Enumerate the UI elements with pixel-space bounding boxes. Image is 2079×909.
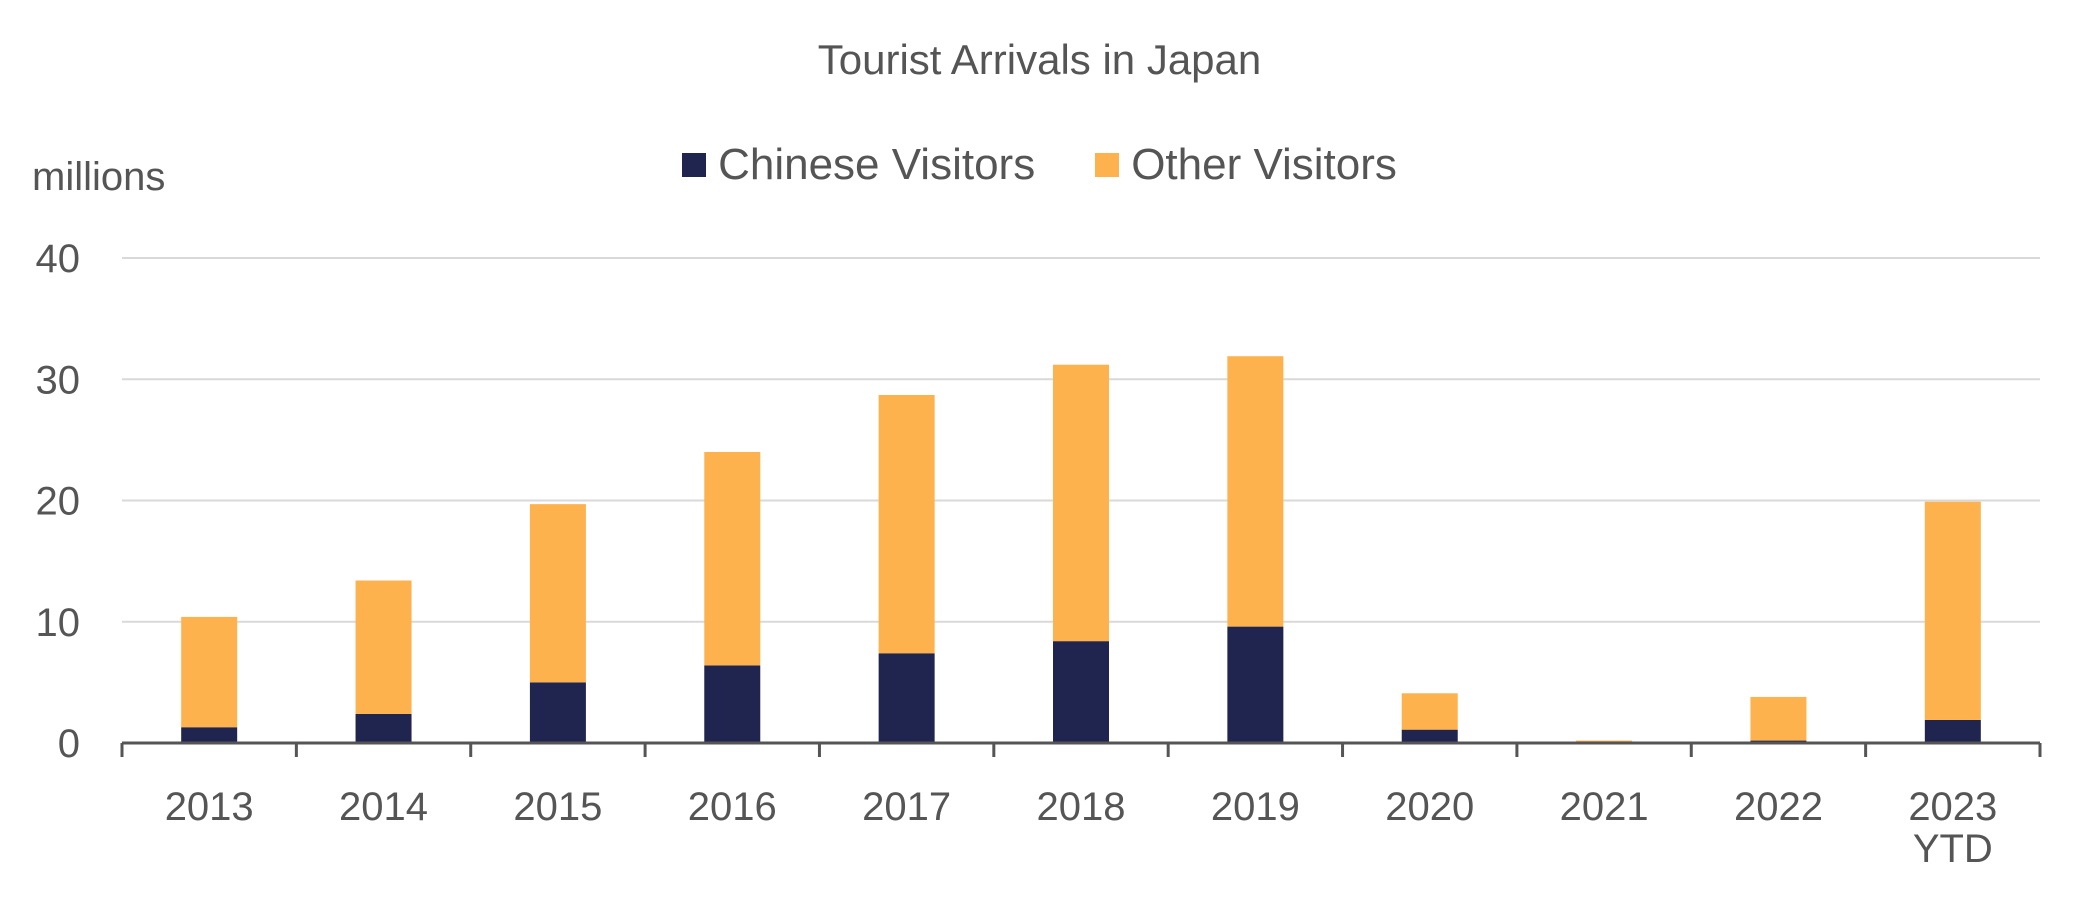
y-tick-label: 10 (36, 601, 81, 645)
bar-segment-chinese (529, 682, 586, 743)
bar-segment-other (1750, 696, 1807, 741)
bar-segment-chinese (1924, 719, 1981, 743)
bar-segment-other (1053, 364, 1109, 642)
x-tick-label: 2021 (1560, 785, 1649, 829)
x-tick-label: 2014 (339, 785, 428, 829)
bar-segment-other (181, 616, 238, 728)
legend-swatch-chinese (682, 153, 707, 177)
x-tick-label: 2019 (1211, 785, 1300, 829)
x-tick-label: 2018 (1037, 785, 1126, 829)
bar-segment-other (529, 504, 586, 683)
y-axis-unit-label: millions (32, 155, 166, 199)
legend-swatch-other (1095, 153, 1120, 177)
x-tick-label-line: 2017 (862, 785, 951, 829)
y-tick-label: 20 (36, 480, 81, 524)
bar-segment-chinese (704, 665, 761, 743)
x-tick-label-line: 2013 (165, 785, 254, 829)
bar-segment-chinese (181, 727, 238, 743)
x-tick-label-line: 2021 (1560, 785, 1649, 829)
bar-segment-chinese (878, 653, 935, 743)
bar-segment-other (355, 580, 412, 714)
x-tick-label: 2020 (1385, 785, 1474, 829)
x-tick-label-line: 2018 (1037, 785, 1126, 829)
x-tick-label-line: YTD (1913, 827, 1993, 871)
legend: Chinese Visitors Other Visitors (0, 140, 2079, 190)
y-tick-label: 0 (58, 722, 80, 766)
bar-segment-chinese (1401, 729, 1458, 743)
x-tick-label-line: 2019 (1211, 785, 1300, 829)
x-tick-label: 2017 (862, 785, 951, 829)
bar-segment-other (878, 395, 935, 654)
legend-item-chinese: Chinese Visitors (682, 140, 1035, 190)
x-tick-label: 2023 YTD (1908, 785, 1997, 871)
bar-segment-chinese (1227, 626, 1284, 743)
legend-label-other: Other Visitors (1131, 140, 1397, 189)
x-tick-label-line: 2014 (339, 785, 428, 829)
x-tick-label: 2022 (1734, 785, 1823, 829)
bar-segment-other (1227, 356, 1284, 627)
bar-segment-other (1401, 693, 1458, 730)
x-tick-label-line: 2020 (1385, 785, 1474, 829)
x-tick-label-line: 2023 (1908, 785, 1997, 829)
bar-segment-other (704, 452, 761, 666)
chart-title: Tourist Arrivals in Japan (817, 36, 1262, 83)
x-tick-label: 2013 (165, 785, 254, 829)
bar-segment-chinese (1053, 641, 1109, 743)
x-tick-label-line: 2022 (1734, 785, 1823, 829)
x-tick-label-line: 2015 (513, 785, 602, 829)
x-tick-label: 2015 (513, 785, 602, 829)
x-tick-label: 2016 (688, 785, 777, 829)
legend-item-other: Other Visitors (1095, 140, 1397, 190)
legend-label-chinese: Chinese Visitors (718, 140, 1036, 189)
bar-segment-chinese (355, 713, 412, 743)
y-tick-label: 30 (36, 358, 81, 402)
x-tick-label-line: 2016 (688, 785, 777, 829)
bar-segment-other (1924, 501, 1981, 720)
y-tick-label: 40 (36, 237, 81, 281)
